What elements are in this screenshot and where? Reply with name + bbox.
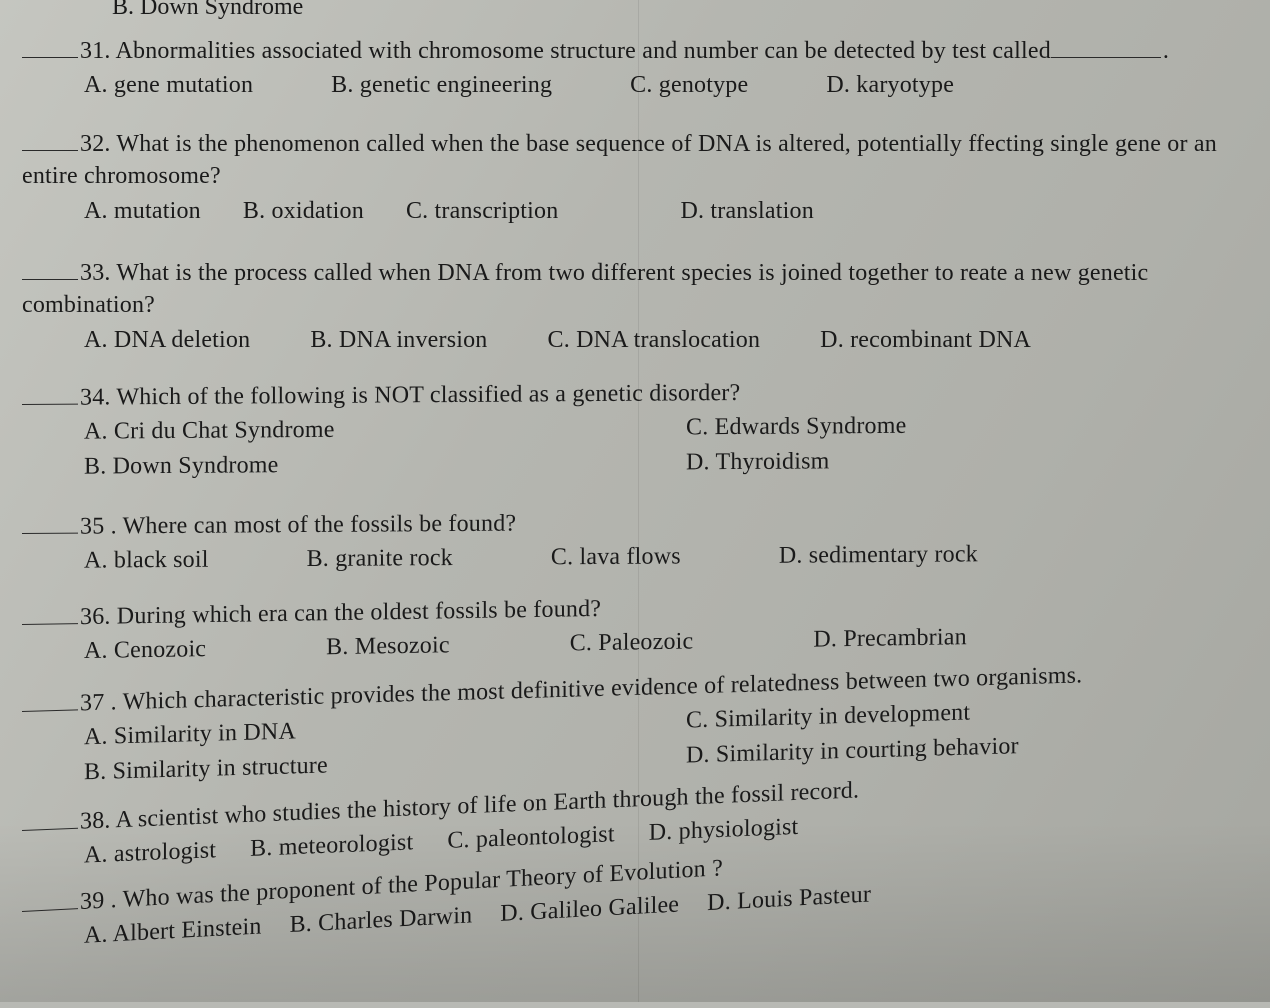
inline-blank	[1051, 35, 1161, 58]
question-36: 36. During which era can the oldest foss…	[22, 583, 1248, 669]
question-number: 37	[80, 690, 104, 717]
option-d: D. Louis Pasteur	[707, 879, 871, 920]
option-a: A. Cenozoic	[84, 634, 206, 668]
question-number: 33	[80, 260, 104, 286]
answer-blank	[22, 806, 78, 831]
question-text: . What is the process called when DNA fr…	[22, 260, 1148, 318]
option-c: C. Edwards Syndrome	[686, 408, 1248, 444]
option-a: A. Albert Einstein	[84, 911, 262, 953]
document-page: B. Down Syndrome 31. Abnormalities assoc…	[0, 0, 1270, 1002]
question-34-options: A. Cri du Chat Syndrome C. Edwards Syndr…	[22, 408, 1248, 483]
option-a: A. black soil	[84, 544, 209, 577]
option-d: D. Thyroidism	[686, 442, 1248, 478]
option-d: D. translation	[680, 195, 813, 227]
option-a: A. astrologist	[84, 835, 216, 873]
option-b: B. Down Syndrome	[84, 447, 646, 483]
question-32: 32. What is the phenomenon called when t…	[22, 128, 1248, 227]
question-text: . What is the phenomenon called when the…	[22, 131, 1217, 189]
question-33: 33. What is the process called when DNA …	[22, 257, 1248, 356]
question-32-options: A. mutation B. oxidation C. transcriptio…	[22, 195, 1248, 227]
question-number: 38	[80, 808, 104, 835]
option-a: A. mutation	[84, 195, 201, 227]
question-35-options: A. black soil B. granite rock C. lava fl…	[22, 537, 1248, 578]
option-c: C. genotype	[630, 69, 748, 101]
option-d: D. Precambrian	[813, 622, 966, 657]
answer-blank	[22, 128, 78, 151]
option-d: D. recombinant DNA	[820, 324, 1031, 356]
question-text: . During which era can the oldest fossil…	[104, 596, 601, 630]
option-c: C. lava flows	[551, 541, 681, 574]
option-b: B. Charles Darwin	[290, 900, 473, 942]
answer-blank	[22, 257, 78, 280]
option-a: A. Cri du Chat Syndrome	[84, 412, 646, 448]
option-b: B. oxidation	[243, 195, 364, 227]
option-c: D. Galileo Galilee	[500, 889, 679, 931]
question-number: 39	[80, 887, 104, 914]
answer-blank	[22, 35, 78, 58]
option-c: C. Paleozoic	[570, 626, 694, 660]
option-a: A. DNA deletion	[84, 324, 250, 356]
question-number: 35	[80, 514, 104, 540]
question-text: . Which of the following is NOT classifi…	[104, 380, 740, 410]
cut-off-top-line: B. Down Syndrome	[22, 0, 1248, 21]
question-text: . Abnormalities associated with chromoso…	[104, 38, 1051, 64]
option-a: A. gene mutation	[84, 69, 253, 101]
question-33-options: A. DNA deletion B. DNA inversion C. DNA …	[22, 324, 1248, 356]
option-b: B. DNA inversion	[310, 324, 487, 356]
question-number: 32	[80, 131, 104, 157]
option-b: B. granite rock	[307, 543, 453, 576]
option-b: B. meteorologist	[250, 827, 413, 866]
answer-blank	[22, 602, 78, 625]
question-31: 31. Abnormalities associated with chromo…	[22, 35, 1248, 102]
answer-blank	[22, 688, 78, 712]
option-d: D. karyotype	[826, 69, 954, 101]
question-34: 34. Which of the following is NOT classi…	[22, 374, 1248, 484]
option-c: C. DNA translocation	[548, 324, 761, 356]
option-b: B. Mesozoic	[326, 630, 450, 664]
question-number: 31	[80, 38, 104, 64]
answer-blank	[22, 886, 78, 912]
question-number: 36	[80, 604, 104, 630]
option-b: B. genetic engineering	[331, 69, 552, 101]
option-c: C. paleontologist	[447, 819, 614, 858]
question-number: 34	[80, 385, 104, 411]
option-d: D. sedimentary rock	[779, 539, 978, 573]
answer-blank	[22, 382, 78, 405]
question-35: 35 . Where can most of the fossils be fo…	[22, 503, 1248, 578]
option-c: C. transcription	[406, 195, 559, 227]
question-31-options: A. gene mutation B. genetic engineering …	[22, 69, 1248, 101]
option-d: D. physiologist	[649, 811, 799, 849]
answer-blank	[22, 511, 78, 534]
question-text: . Where can most of the fossils be found…	[104, 511, 516, 540]
